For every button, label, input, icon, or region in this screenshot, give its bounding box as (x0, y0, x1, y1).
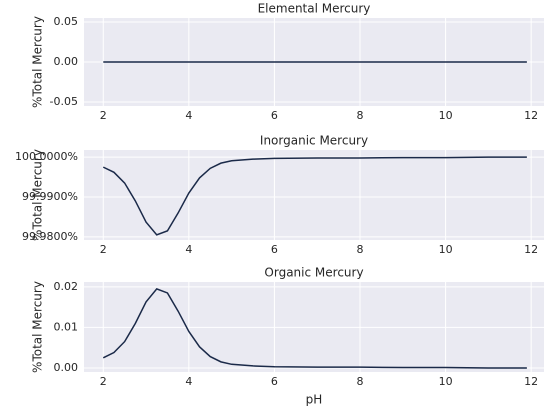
y-axis-label: %Total Mercury (31, 149, 45, 241)
y-tick-label: 100.0000% (15, 150, 78, 163)
x-axis-label: pH (306, 393, 323, 407)
x-tick-label: 12 (524, 243, 538, 256)
x-tick-label: 10 (439, 375, 453, 388)
x-tick-label: 2 (100, 109, 107, 122)
subplot-title: Elemental Mercury (258, 2, 371, 16)
y-tick-label: 0.01 (54, 320, 79, 333)
y-tick-label: 0.00 (54, 361, 79, 374)
y-tick-label: -0.05 (50, 95, 78, 108)
x-tick-label: 12 (524, 375, 538, 388)
x-tick-label: 8 (357, 243, 364, 256)
y-tick-label: 99.9900% (22, 190, 78, 203)
x-tick-label: 6 (271, 375, 278, 388)
y-tick-label: 99.9800% (22, 230, 78, 243)
x-tick-label: 6 (271, 243, 278, 256)
y-axis-label: %Total Mercury (31, 16, 45, 108)
x-tick-label: 12 (524, 109, 538, 122)
x-tick-label: 10 (439, 243, 453, 256)
x-tick-label: 4 (185, 243, 192, 256)
x-tick-label: 6 (271, 109, 278, 122)
y-axis-label: %Total Mercury (31, 281, 45, 373)
data-line (102, 156, 527, 236)
x-tick-label: 4 (185, 109, 192, 122)
y-tick-label: 0.02 (54, 280, 79, 293)
plot-area (84, 150, 544, 240)
x-tick-label: 8 (357, 375, 364, 388)
data-line (102, 287, 527, 369)
x-tick-label: 8 (357, 109, 364, 122)
subplot-title: Organic Mercury (264, 266, 363, 280)
x-tick-label: 4 (185, 375, 192, 388)
x-tick-label: 10 (439, 109, 453, 122)
x-tick-label: 2 (100, 243, 107, 256)
x-tick-label: 2 (100, 375, 107, 388)
y-tick-label: 0.00 (54, 55, 79, 68)
subplot-title: Inorganic Mercury (260, 134, 368, 148)
y-tick-label: 0.05 (54, 15, 79, 28)
